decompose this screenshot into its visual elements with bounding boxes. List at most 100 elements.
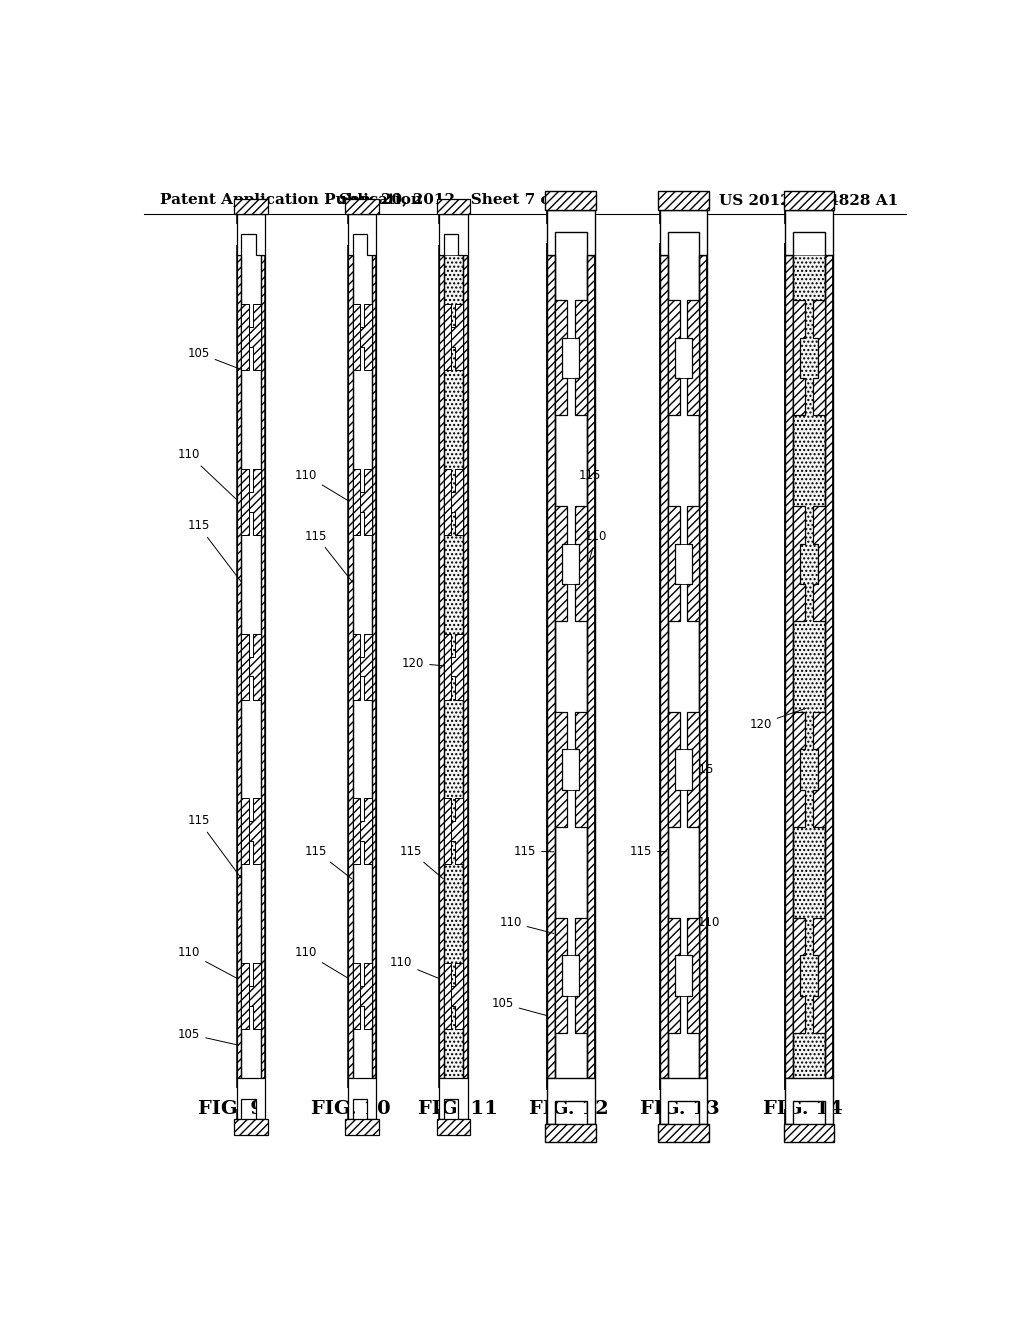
Text: FIG. 12: FIG. 12: [528, 1100, 608, 1118]
Text: 110: 110: [585, 529, 607, 561]
Text: 110: 110: [295, 946, 348, 978]
Polygon shape: [345, 198, 379, 214]
Polygon shape: [249, 634, 260, 700]
Polygon shape: [813, 300, 824, 416]
Polygon shape: [360, 799, 372, 865]
Text: 115: 115: [187, 814, 242, 878]
Text: 110: 110: [697, 916, 720, 935]
Polygon shape: [237, 214, 265, 255]
Polygon shape: [443, 255, 463, 1078]
Polygon shape: [352, 799, 364, 865]
Text: 105: 105: [178, 1027, 237, 1044]
Polygon shape: [574, 711, 587, 828]
Polygon shape: [348, 214, 377, 255]
Polygon shape: [793, 711, 805, 828]
Polygon shape: [234, 198, 267, 214]
Polygon shape: [793, 300, 805, 416]
Polygon shape: [443, 964, 456, 1028]
Polygon shape: [783, 191, 835, 210]
Polygon shape: [574, 917, 587, 1034]
Text: 105: 105: [187, 347, 241, 370]
Polygon shape: [547, 255, 555, 1078]
Polygon shape: [659, 1078, 708, 1123]
Polygon shape: [793, 917, 805, 1034]
Text: 115: 115: [305, 529, 352, 582]
Polygon shape: [452, 305, 463, 370]
Text: FIG. 14: FIG. 14: [763, 1100, 843, 1118]
Polygon shape: [547, 1078, 595, 1123]
Polygon shape: [687, 711, 699, 828]
Polygon shape: [237, 255, 242, 1078]
Polygon shape: [249, 305, 260, 370]
Polygon shape: [242, 469, 253, 535]
Polygon shape: [687, 506, 699, 622]
Polygon shape: [813, 917, 824, 1034]
Text: Patent Application Publication: Patent Application Publication: [160, 193, 422, 207]
Text: FIG. 10: FIG. 10: [310, 1100, 390, 1118]
Polygon shape: [360, 469, 372, 535]
Text: 115: 115: [514, 845, 554, 858]
Text: 115: 115: [691, 763, 714, 776]
Polygon shape: [587, 255, 595, 1078]
Text: 110: 110: [178, 449, 238, 500]
Polygon shape: [574, 300, 587, 416]
Polygon shape: [348, 255, 352, 1078]
Polygon shape: [785, 210, 833, 255]
Polygon shape: [237, 1078, 265, 1119]
Polygon shape: [439, 1078, 468, 1119]
Polygon shape: [659, 255, 668, 1078]
Polygon shape: [668, 300, 680, 416]
Polygon shape: [348, 1078, 377, 1119]
Polygon shape: [658, 191, 709, 210]
Polygon shape: [824, 255, 833, 1078]
Polygon shape: [249, 799, 260, 865]
Polygon shape: [345, 1119, 379, 1135]
Polygon shape: [249, 964, 260, 1028]
Text: 110: 110: [178, 946, 237, 978]
Polygon shape: [659, 210, 708, 255]
Polygon shape: [574, 506, 587, 622]
Polygon shape: [352, 305, 364, 370]
Text: 115: 115: [579, 469, 601, 482]
Polygon shape: [452, 469, 463, 535]
Polygon shape: [546, 191, 596, 210]
Text: FIG. 13: FIG. 13: [640, 1100, 720, 1118]
Polygon shape: [242, 305, 253, 370]
Polygon shape: [555, 711, 567, 828]
Polygon shape: [668, 917, 680, 1034]
Polygon shape: [352, 964, 364, 1028]
Polygon shape: [352, 469, 364, 535]
Polygon shape: [436, 1119, 470, 1135]
Polygon shape: [793, 255, 824, 1078]
Polygon shape: [242, 634, 253, 700]
Polygon shape: [360, 964, 372, 1028]
Text: 110: 110: [390, 957, 439, 978]
Text: 110: 110: [500, 916, 554, 933]
Polygon shape: [242, 964, 253, 1028]
Polygon shape: [443, 469, 456, 535]
Polygon shape: [443, 634, 456, 700]
Text: FIG. 11: FIG. 11: [418, 1100, 498, 1118]
Polygon shape: [439, 255, 443, 1078]
Polygon shape: [813, 711, 824, 828]
Text: 115: 115: [630, 845, 667, 858]
Text: US 2012/0234828 A1: US 2012/0234828 A1: [719, 193, 898, 207]
Polygon shape: [234, 1119, 267, 1135]
Polygon shape: [443, 799, 456, 865]
Polygon shape: [439, 214, 468, 255]
Polygon shape: [452, 799, 463, 865]
Text: 115: 115: [305, 845, 352, 879]
Polygon shape: [687, 300, 699, 416]
Polygon shape: [555, 300, 567, 416]
Polygon shape: [546, 1123, 596, 1142]
Text: 120: 120: [750, 708, 806, 730]
Polygon shape: [668, 506, 680, 622]
Polygon shape: [249, 469, 260, 535]
Text: 105: 105: [492, 997, 548, 1016]
Polygon shape: [785, 1078, 833, 1123]
Polygon shape: [658, 1123, 709, 1142]
Text: 115: 115: [187, 519, 242, 582]
Polygon shape: [668, 711, 680, 828]
Polygon shape: [793, 506, 805, 622]
Polygon shape: [452, 634, 463, 700]
